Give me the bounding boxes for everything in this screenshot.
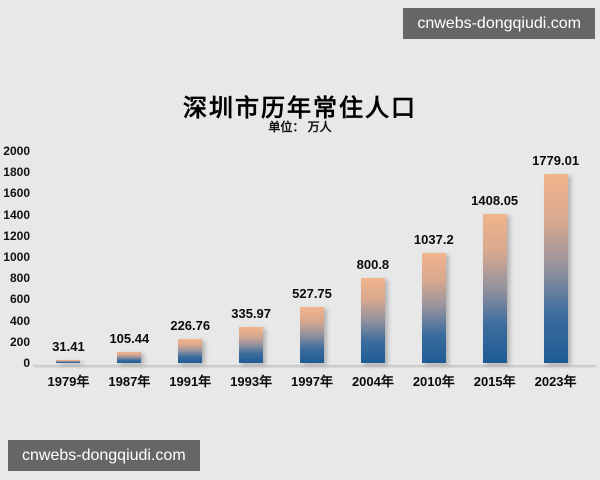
y-tick-label: 1200 [3, 228, 30, 243]
y-tick-label: 1000 [3, 250, 30, 264]
bar [56, 359, 81, 363]
bar [360, 278, 385, 363]
y-tick-label: 1600 [3, 186, 30, 201]
watermark-top-text: cnwebs-dongqiudi.com [417, 15, 581, 32]
x-axis-line [34, 363, 596, 366]
x-axis-label: 1991年 [169, 374, 212, 389]
bar-value-label: 800.8 [356, 257, 390, 273]
bar-group: 800.8 [342, 257, 403, 363]
x-axis-label: 1997年 [291, 374, 333, 389]
x-axis-label: 2015年 [473, 374, 516, 389]
y-tick-label: 2000 [3, 144, 30, 158]
y-tick-label: 400 [9, 313, 30, 328]
watermark-top: cnwebs-dongqiudi.com [403, 8, 595, 39]
chart-title: 深圳市历年常住人口 [183, 95, 417, 122]
x-axis-label: 2004年 [351, 374, 394, 389]
watermark-bottom: cnwebs-dongqiudi.com [8, 440, 200, 471]
bar-value-label: 1408.05 [471, 192, 519, 208]
bar-value-label: 1779.01 [532, 153, 580, 169]
y-tick-label: 600 [9, 292, 30, 307]
x-axis-label: 2010年 [412, 374, 455, 389]
bar [239, 327, 264, 363]
bar-value-label: 105.44 [109, 330, 150, 346]
bar-group: 527.75 [282, 286, 343, 363]
bars-row: 31.41 105.44 226.76 335.97 527.75 800.8 1037.2… [38, 151, 586, 363]
x-axis-label: 2023年 [534, 374, 577, 389]
chart-subtitle: 单位： 万人 [268, 120, 332, 134]
x-axis-label: 1979年 [47, 374, 90, 389]
x-axis-label: 1993年 [230, 374, 273, 389]
y-tick-label: 800 [9, 271, 30, 286]
y-axis: 2000 1800 1600 1400 1200 1000 800 600 400 200 0 [0, 144, 30, 370]
bar-group: 335.97 [221, 306, 282, 363]
bar [421, 253, 446, 363]
bar-group: 1037.2 [403, 232, 464, 363]
bar-value-label: 527.75 [292, 286, 332, 302]
y-tick-label: 0 [23, 356, 30, 370]
bar-value-label: 1037.2 [413, 232, 454, 248]
bar [482, 213, 507, 363]
bar-value-label: 335.97 [231, 306, 271, 322]
bar-group: 31.41 [38, 339, 99, 363]
bar-group: 1779.01 [525, 153, 586, 363]
bar-value-label: 226.76 [170, 318, 211, 333]
watermark-bottom-text: cnwebs-dongqiudi.com [22, 447, 186, 464]
bar-group: 105.44 [99, 331, 160, 363]
bar [543, 174, 568, 363]
x-labels-row: 1979年 1987年 1991年 1993年 1997年 2004年 2010年 2015年… [38, 371, 586, 390]
bar [178, 339, 203, 363]
bar-group: 1408.05 [464, 193, 525, 363]
y-tick-label: 1800 [3, 165, 30, 180]
bar [300, 307, 324, 363]
bar-value-label: 31.41 [52, 338, 85, 354]
x-axis-label: 1987年 [108, 374, 151, 389]
bar [117, 351, 142, 363]
bar-group: 226.76 [160, 318, 221, 363]
y-tick-label: 1400 [3, 207, 30, 222]
y-tick-label: 200 [9, 334, 30, 349]
